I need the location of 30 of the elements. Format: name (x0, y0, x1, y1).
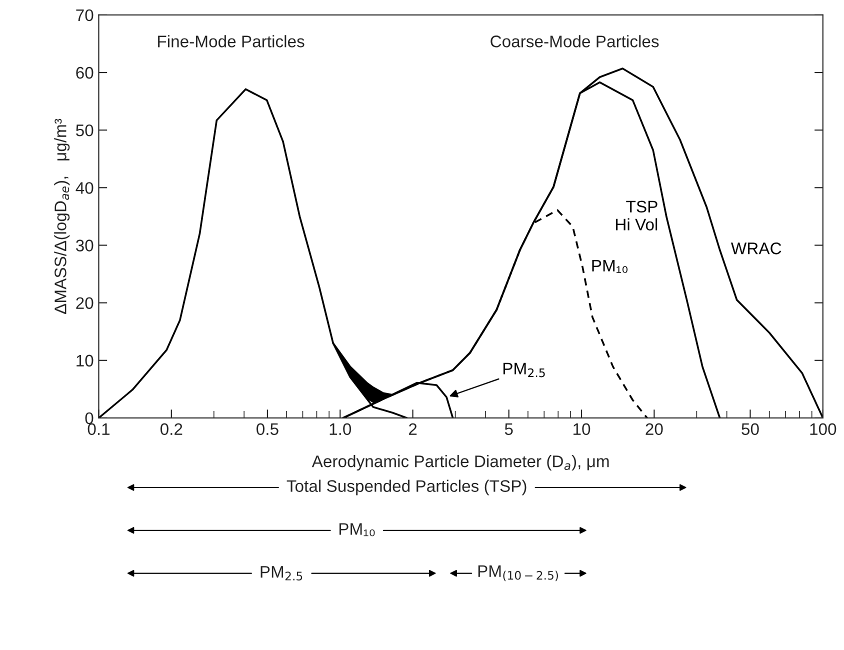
y-tick-label: 20 (76, 297, 94, 310)
x-tick-label: 5 (504, 423, 513, 436)
text: PM$_{2.5}$ (503, 362, 545, 378)
text: Total Suspended Particles (TSP) (286, 480, 526, 496)
x-tick-label: 0.5 (256, 423, 278, 436)
y-tick-label: 70 (76, 9, 94, 22)
text: PM$_{2.5}$ (260, 566, 302, 580)
series-label: PM₁₀ (592, 260, 628, 273)
y-tick-label: 10 (76, 354, 94, 367)
text: PM$_{(10−2.5)}$ (478, 565, 558, 582)
y-tick-label: 50 (76, 124, 94, 136)
x-tick-label: 0.2 (160, 423, 182, 436)
x-tick-label: 0.1 (88, 423, 110, 436)
annotation: Fine-Mode Particles (158, 35, 304, 48)
y-tick-label: 60 (76, 66, 94, 79)
x-tick-label: 10 (574, 423, 590, 436)
series-label: TSP Hi Vol (616, 200, 658, 230)
x-tick-label: 1.0 (330, 423, 352, 436)
text: PM₁₀ (339, 523, 375, 536)
series-label: WRAC (730, 242, 782, 254)
x-axis-title: Aerodynamic Particle Diameter (D$_{a}$), μm (312, 455, 609, 471)
y-tick-label: 30 (76, 240, 94, 252)
x-tick-label: 20 (646, 423, 663, 436)
x-tick-label: 2 (409, 423, 417, 435)
x-tick-label: 100 (810, 423, 836, 436)
y-tick-label: 40 (76, 182, 94, 194)
x-tick-label: 50 (742, 423, 759, 436)
annotation: Coarse-Mode Particles (490, 35, 659, 48)
y-tick-label: 0 (85, 412, 94, 424)
y-axis-title: ΔMASS/Δ(logD$_{ae}$), μg/m³ (54, 118, 70, 314)
